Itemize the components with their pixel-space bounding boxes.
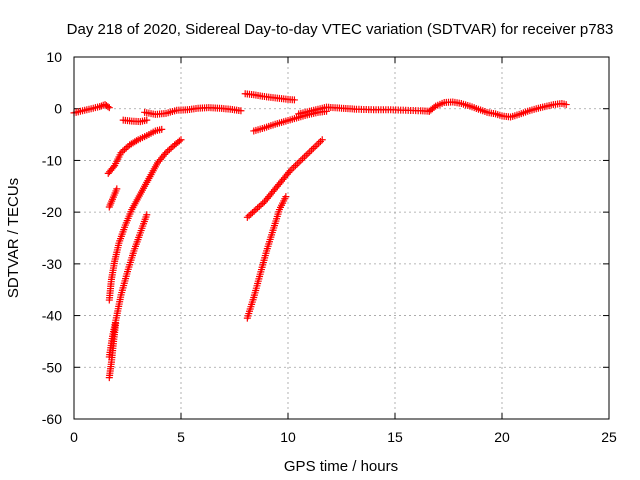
data-point: [288, 165, 296, 173]
data-point: [255, 202, 263, 210]
data-point: [302, 151, 310, 159]
x-tick-label: 25: [601, 429, 617, 445]
data-point: [293, 160, 301, 168]
y-tick-label: -40: [42, 308, 62, 324]
data-point: [245, 212, 253, 220]
data-point: [252, 206, 260, 214]
x-tick-label: 10: [280, 429, 296, 445]
data-point: [290, 96, 298, 104]
data-point: [562, 101, 570, 109]
data-point: [143, 116, 151, 124]
data-point: [177, 136, 185, 144]
data-point: [290, 163, 298, 171]
data-point: [300, 153, 308, 161]
plot-frame: [73, 56, 610, 420]
data-point: [254, 204, 262, 212]
data-point: [250, 207, 258, 215]
data-point: [112, 319, 120, 327]
data-point: [291, 162, 299, 170]
data-point: [165, 146, 173, 154]
data-point: [308, 146, 316, 154]
data-point: [316, 137, 324, 145]
data-points: [70, 90, 570, 382]
data-point: [318, 136, 326, 144]
data-point: [132, 137, 140, 145]
data-point: [295, 158, 303, 166]
y-tick-label: -20: [42, 204, 62, 220]
y-axis-label: SDTVAR / TECUs: [5, 178, 22, 298]
data-point: [162, 149, 170, 157]
y-tick-label: -10: [42, 152, 62, 168]
series-points: [70, 90, 570, 382]
data-point: [282, 193, 290, 201]
y-tick-label: 0: [54, 101, 62, 117]
data-point: [243, 213, 251, 221]
y-tick-label: -60: [42, 411, 62, 427]
data-point: [299, 155, 307, 163]
data-point: [113, 185, 121, 193]
data-point: [117, 149, 125, 157]
data-point: [158, 125, 166, 133]
y-tick-label: -50: [42, 359, 62, 375]
data-point: [430, 103, 438, 111]
x-axis-label: GPS time / hours: [284, 458, 398, 475]
data-point: [175, 137, 183, 145]
data-point: [304, 150, 312, 158]
x-tick-label: 20: [494, 429, 510, 445]
data-point: [257, 201, 265, 209]
data-point: [311, 143, 319, 151]
x-tick-label: 0: [70, 429, 78, 445]
data-point: [315, 139, 323, 147]
y-tick-label: 10: [46, 49, 62, 65]
data-point: [297, 156, 305, 164]
data-point: [237, 107, 245, 115]
data-point: [164, 147, 172, 155]
data-point: [109, 163, 117, 171]
x-tick-label: 15: [387, 429, 403, 445]
data-point: [167, 144, 175, 152]
data-point: [105, 104, 113, 112]
data-point: [309, 144, 317, 152]
data-point: [248, 209, 256, 217]
data-point: [306, 148, 314, 156]
data-point: [313, 141, 321, 149]
data-point: [104, 103, 112, 111]
data-point: [247, 210, 255, 218]
data-point: [121, 146, 129, 154]
data-point: [122, 144, 130, 152]
data-point: [285, 168, 293, 176]
data-point: [143, 211, 151, 219]
y-tick-label: -30: [42, 256, 62, 272]
x-tick-label: 5: [177, 429, 185, 445]
data-point: [259, 199, 267, 207]
data-point: [161, 150, 169, 158]
chart-title: Day 218 of 2020, Sidereal Day-to-day VTE…: [67, 21, 614, 38]
data-point: [119, 147, 127, 155]
